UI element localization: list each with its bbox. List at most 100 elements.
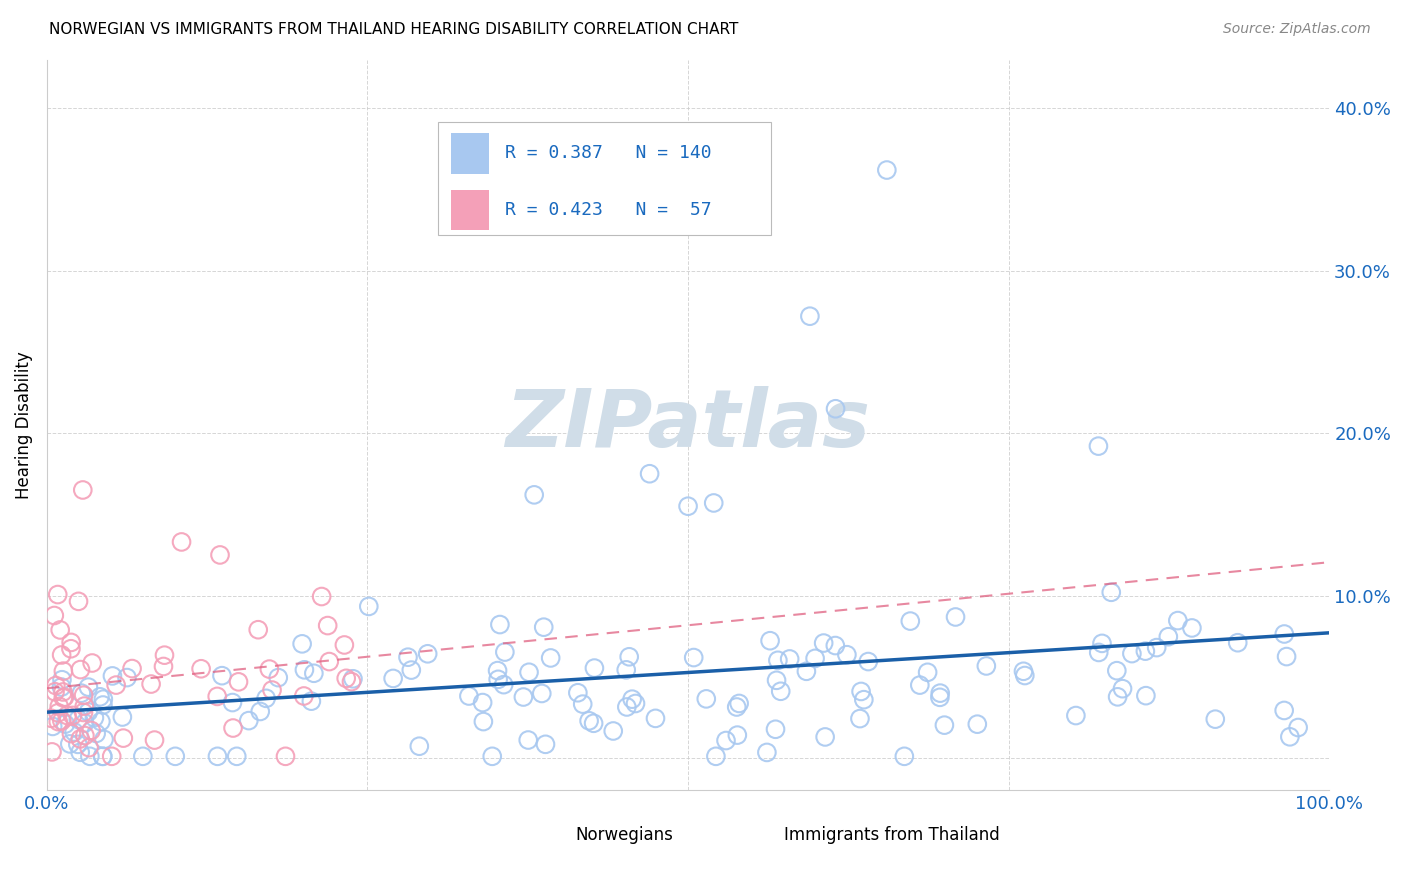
Point — [908, 678, 931, 692]
Point — [796, 665, 818, 679]
Point — [540, 651, 562, 665]
Point — [51, 714, 73, 728]
Point — [132, 749, 155, 764]
Point — [945, 610, 967, 624]
Point — [59, 737, 82, 751]
Point — [52, 664, 75, 678]
Point — [928, 690, 950, 705]
Point — [835, 648, 858, 662]
Point — [814, 730, 837, 744]
Point — [72, 483, 94, 497]
Text: R = 0.423   N =  57: R = 0.423 N = 57 — [505, 201, 711, 219]
Point — [893, 749, 915, 764]
Point — [45, 679, 67, 693]
Point — [621, 692, 644, 706]
Point — [267, 671, 290, 685]
Point — [225, 749, 247, 764]
Point — [41, 745, 63, 759]
Point — [222, 721, 245, 735]
Point — [208, 548, 231, 562]
Point — [83, 711, 105, 725]
Point — [858, 655, 880, 669]
Point — [1226, 636, 1249, 650]
Point — [695, 691, 717, 706]
Point — [73, 729, 96, 743]
Point — [898, 614, 921, 628]
Point — [73, 716, 96, 731]
Point — [69, 745, 91, 759]
Point — [759, 633, 782, 648]
Point — [44, 685, 66, 699]
Point — [644, 711, 666, 725]
Point — [408, 739, 430, 754]
Point — [41, 719, 63, 733]
Point — [1275, 649, 1298, 664]
Point — [517, 733, 540, 747]
Point — [766, 653, 789, 667]
Point — [619, 649, 641, 664]
Point — [530, 686, 553, 700]
Point — [769, 684, 792, 698]
Point — [1087, 645, 1109, 659]
Point — [1278, 730, 1301, 744]
Point — [53, 717, 76, 731]
Point — [917, 665, 939, 680]
Point — [813, 636, 835, 650]
Point — [416, 647, 439, 661]
Point — [48, 699, 70, 714]
Point — [1204, 712, 1226, 726]
Point — [616, 700, 638, 714]
Text: R = 0.387   N = 140: R = 0.387 N = 140 — [505, 145, 711, 162]
Point — [824, 401, 846, 416]
Point — [318, 655, 340, 669]
Point — [93, 732, 115, 747]
Point — [704, 749, 727, 764]
Point — [492, 678, 515, 692]
Point — [77, 740, 100, 755]
Point — [302, 666, 325, 681]
Point — [578, 714, 600, 728]
Point — [51, 680, 73, 694]
Point — [1157, 630, 1180, 644]
Point — [486, 664, 509, 678]
Point — [294, 663, 316, 677]
Point — [292, 689, 315, 703]
Point — [70, 686, 93, 700]
FancyBboxPatch shape — [737, 822, 775, 849]
Point — [533, 620, 555, 634]
FancyBboxPatch shape — [451, 133, 489, 174]
Point — [249, 705, 271, 719]
Point — [53, 690, 76, 705]
Point — [51, 673, 73, 687]
Point — [91, 692, 114, 706]
Point — [1087, 439, 1109, 453]
Point — [207, 749, 229, 764]
Point — [849, 712, 872, 726]
Point — [90, 714, 112, 729]
Point — [89, 690, 111, 704]
Point — [340, 674, 363, 689]
Point — [299, 694, 322, 708]
Point — [486, 673, 509, 687]
Point — [876, 163, 898, 178]
Point — [139, 677, 162, 691]
Point — [571, 697, 593, 711]
Point — [1099, 585, 1122, 599]
Point — [46, 588, 69, 602]
Point — [1012, 665, 1035, 679]
Point — [91, 749, 114, 764]
Point — [583, 661, 606, 675]
Point — [80, 723, 103, 738]
Point — [260, 683, 283, 698]
Point — [534, 737, 557, 751]
Point — [1272, 627, 1295, 641]
Point — [333, 638, 356, 652]
Point — [725, 700, 748, 714]
Point — [602, 723, 624, 738]
Point — [67, 712, 90, 726]
Point — [100, 749, 122, 764]
Point — [121, 662, 143, 676]
Point — [1091, 636, 1114, 650]
Point — [238, 714, 260, 728]
Point — [254, 691, 277, 706]
